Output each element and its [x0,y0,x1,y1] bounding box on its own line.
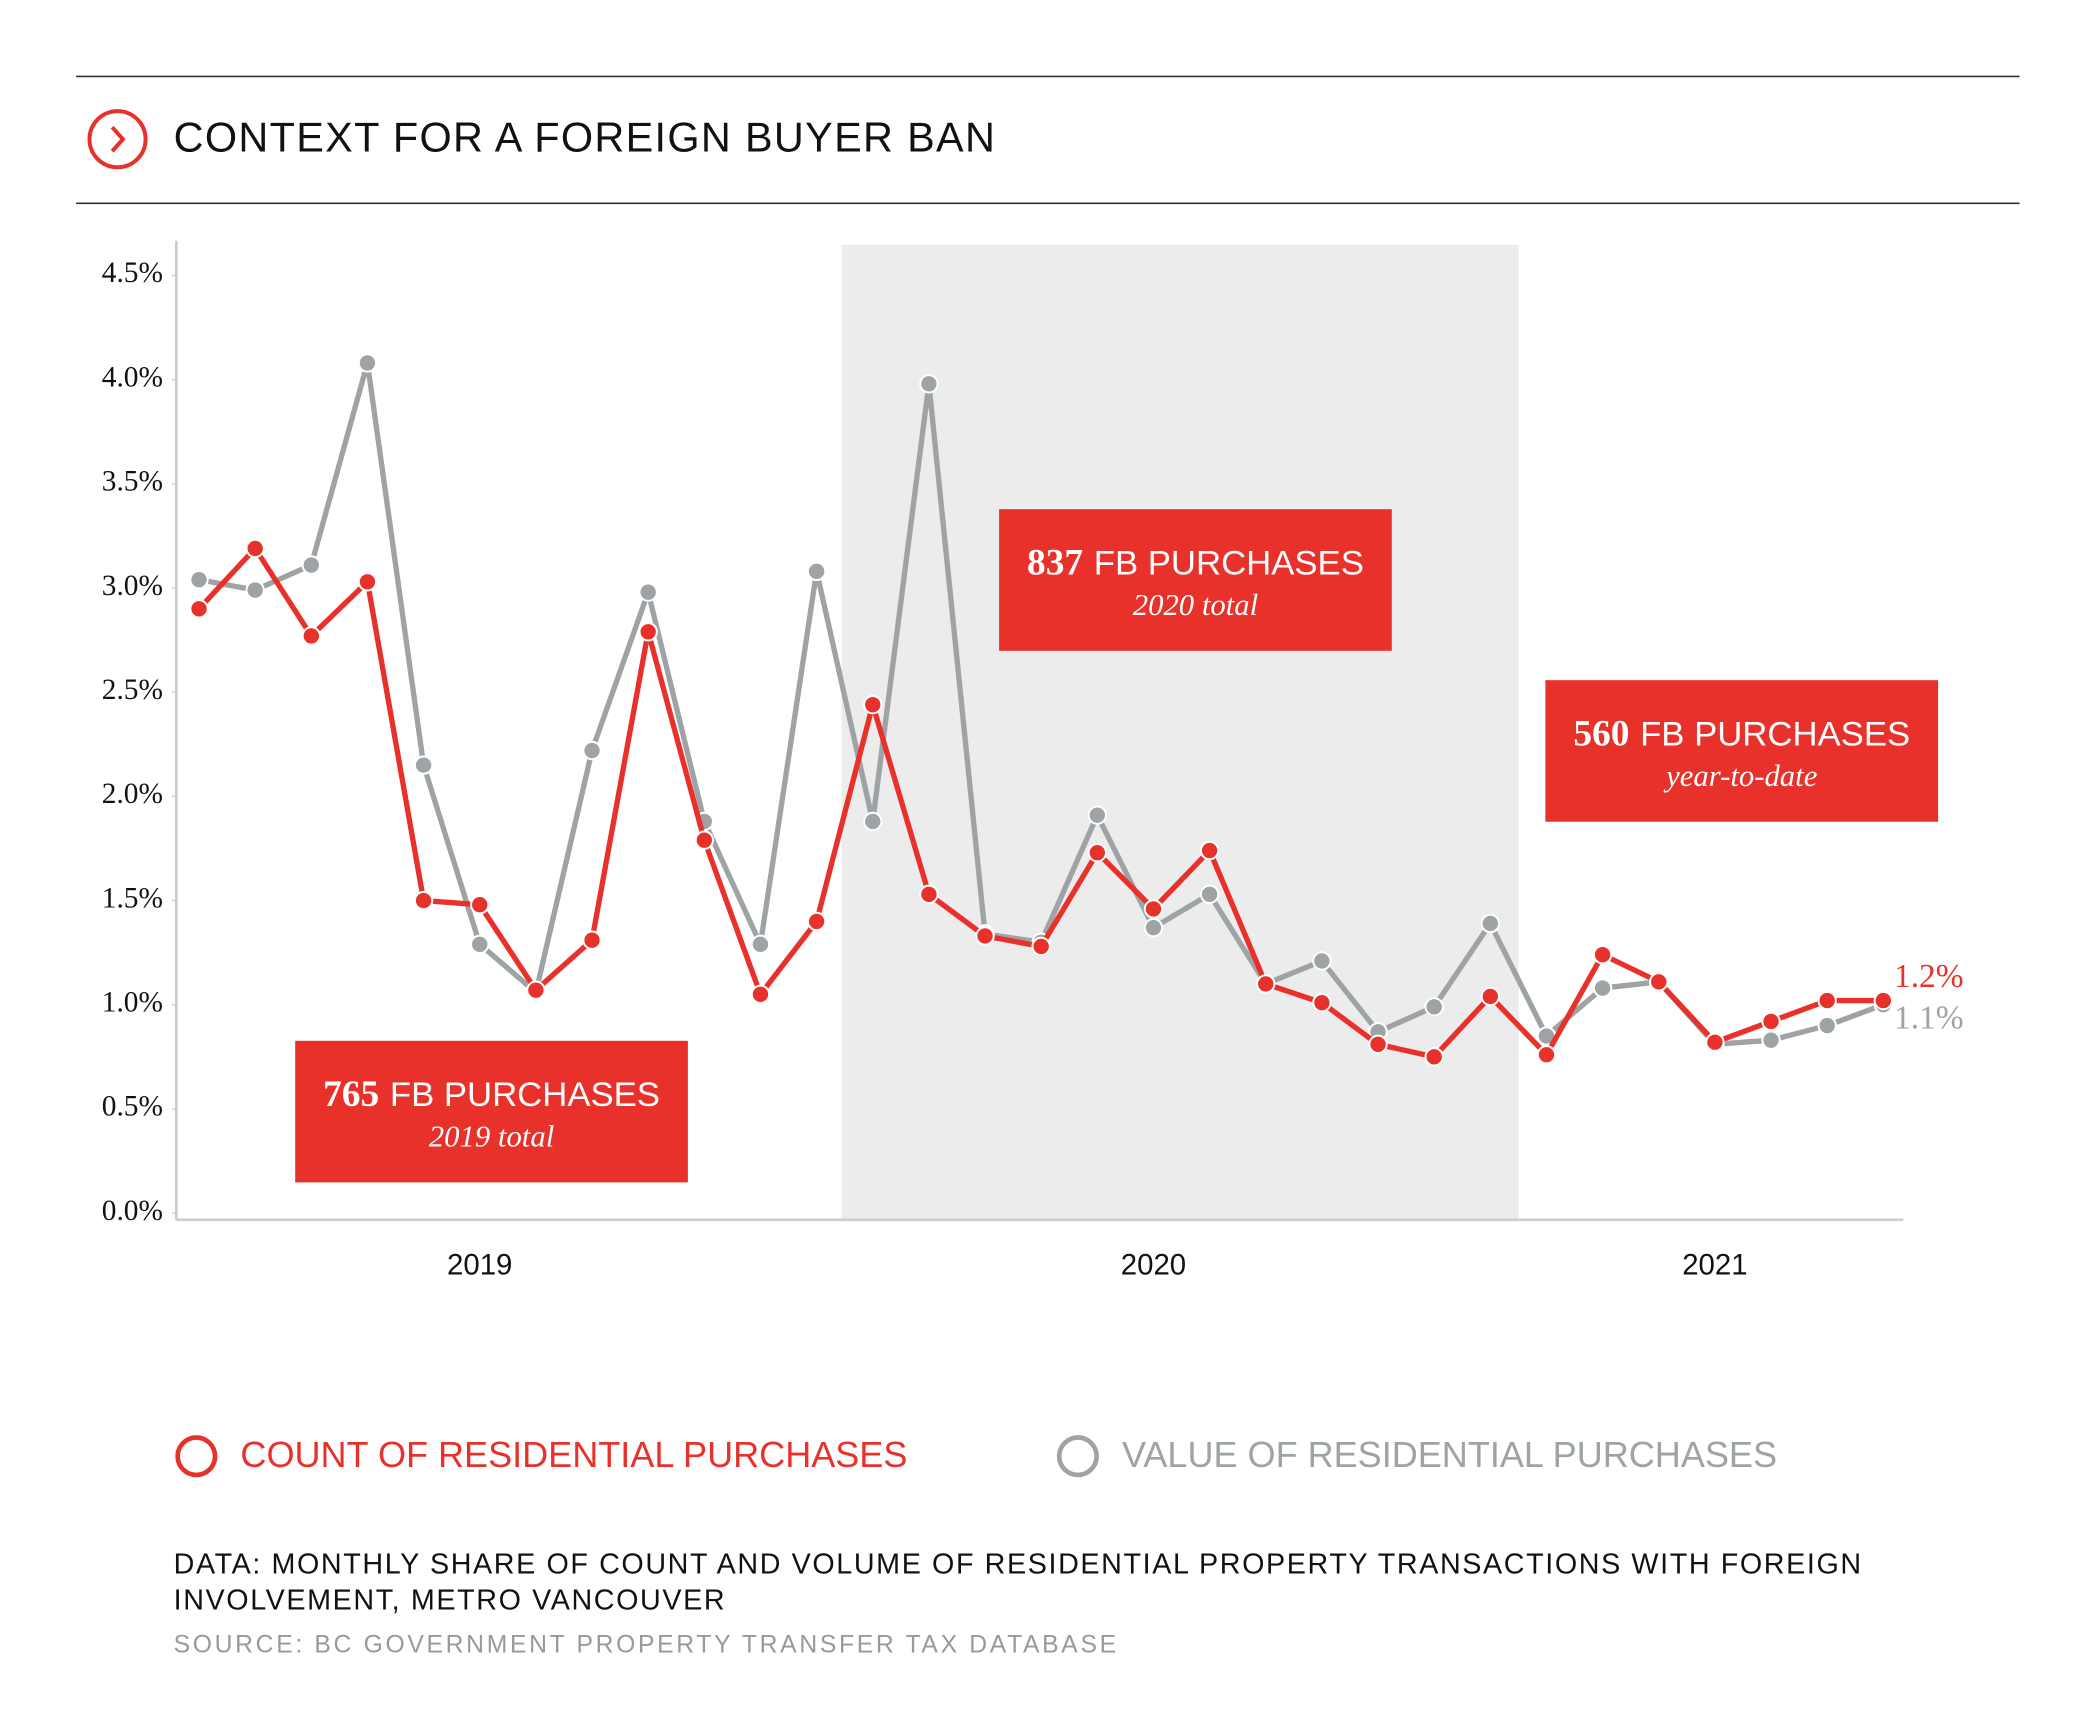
point [1480,913,1501,934]
point [638,622,658,642]
point [526,980,546,1000]
point [470,895,490,915]
point [1031,936,1051,957]
point [806,911,827,932]
point [1312,951,1332,971]
point [1592,945,1613,965]
source: SOURCE: BC GOVERNMENT PROPERTY TRANSFER … [174,1631,1119,1658]
end-label: 1.1% [1894,999,1964,1036]
legend-marker [175,1435,218,1478]
annotation-title: 560 FB PURCHASES [1573,713,1910,754]
annotation-note: 2019 total [429,1120,554,1154]
point [1705,1032,1725,1052]
end-label: 1.2% [1894,958,1964,995]
data-note: DATA: MONTHLY SHARE OF COUNT AND VOLUME … [174,1548,1863,1580]
y-tick-label: 2.0% [102,778,163,810]
annotation-title: 765 FB PURCHASES [323,1073,660,1114]
point [189,599,209,619]
point [1649,972,1669,992]
legend-marker [1056,1435,1099,1478]
point [750,934,771,955]
point [638,582,658,602]
point [470,934,490,955]
year-shade [841,244,1519,1220]
point [1087,842,1108,863]
annotation-box [295,1040,688,1183]
point [1199,840,1220,861]
title-chevron [110,125,126,153]
annotation-title: 837 FB PURCHASES [1027,542,1364,583]
point [1424,997,1444,1017]
legend-label: COUNT OF RESIDENTIAL PURCHASES [240,1434,907,1475]
annotation-text: FB PURCHASES [1094,544,1364,582]
point [806,561,827,582]
point [1143,917,1164,938]
x-tick-label: 2021 [1682,1248,1747,1281]
point [189,569,209,590]
annotation-text: FB PURCHASES [390,1076,660,1114]
point [750,984,771,1005]
annotation-text: FB PURCHASES [1640,715,1910,753]
y-tick-label: 0.0% [102,1195,163,1227]
point [1817,990,1837,1011]
data-note: INVOLVEMENT, METRO VANCOUVER [174,1584,727,1616]
point [1424,1047,1444,1067]
point [1761,1011,1781,1032]
y-tick-label: 0.5% [102,1091,163,1123]
point [1199,884,1220,904]
y-tick-label: 2.5% [102,674,163,706]
annotation-note: 2020 total [1133,588,1258,622]
point [1256,974,1276,994]
point [1592,978,1613,998]
point [1368,1034,1388,1055]
point [357,572,378,592]
point [863,695,883,715]
point [245,580,265,600]
title-icon [87,109,148,170]
point [1761,1030,1781,1050]
x-tick-label: 2020 [1121,1248,1186,1281]
point [919,884,939,904]
point [413,890,434,911]
point [582,930,602,950]
annotation-number: 837 [1027,542,1083,583]
point [1312,992,1332,1013]
y-tick-label: 4.5% [102,257,163,289]
point [413,755,434,775]
y-tick-label: 1.5% [102,882,163,914]
y-tick-label: 3.5% [102,466,163,498]
point [582,740,602,761]
point [301,555,321,575]
annotation-number: 765 [323,1073,379,1114]
x-tick-label: 2019 [447,1248,512,1281]
point [1480,986,1501,1007]
point [357,353,378,373]
point [919,374,939,394]
y-tick-label: 1.0% [102,986,163,1018]
chart-title: CONTEXT FOR A FOREIGN BUYER BAN [174,114,997,160]
y-tick-label: 3.0% [102,570,163,602]
point [1873,990,1894,1011]
annotation-box [999,509,1392,651]
point [301,626,321,646]
annotation-note: year-to-date [1663,759,1817,793]
annotation-number: 560 [1573,713,1629,754]
point [863,811,883,832]
point [1817,1015,1837,1036]
annotation-box [1545,680,1939,822]
point [1143,899,1164,919]
y-tick-label: 4.0% [102,361,163,393]
point [975,926,995,946]
point [694,830,714,850]
point [1087,805,1108,825]
point [1536,1045,1557,1065]
legend-label: VALUE OF RESIDENTIAL PURCHASES [1122,1434,1777,1475]
point [245,538,265,559]
